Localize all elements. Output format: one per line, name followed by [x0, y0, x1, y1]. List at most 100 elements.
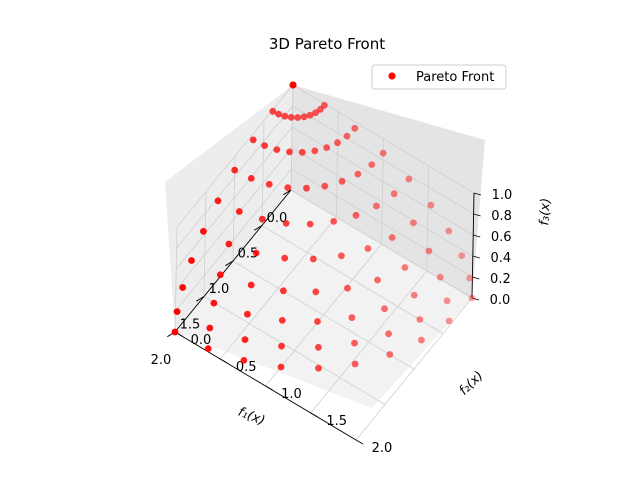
pareto-point	[427, 201, 435, 209]
grid-line-y-floor	[265, 243, 382, 387]
pareto-point	[244, 310, 251, 318]
x-tick-label: 0.0	[267, 211, 288, 226]
pareto-point	[445, 317, 453, 325]
pareto-point	[289, 81, 297, 89]
pareto-point	[277, 363, 285, 371]
x-tick-label: 2.0	[151, 353, 172, 368]
pareto-point	[231, 166, 239, 174]
pareto-point	[247, 281, 255, 289]
pareto-point	[312, 288, 320, 296]
z-axis-label: f₃(x)	[537, 198, 553, 226]
y-tick-label: 1.0	[281, 387, 302, 402]
grid-line-y-floor	[219, 216, 337, 360]
pareto-point	[278, 317, 286, 324]
z-tick-label: 0.0	[490, 293, 511, 308]
pareto-point	[317, 105, 324, 113]
pareto-point	[281, 112, 289, 120]
x-axis-label: f₁(x)	[236, 405, 267, 429]
pareto-point	[206, 324, 214, 332]
pareto-point	[306, 111, 314, 119]
pareto-point	[445, 227, 453, 235]
pareto-point	[410, 219, 417, 227]
pareto-point	[334, 139, 341, 147]
z-tick	[473, 234, 481, 238]
pareto-point	[388, 234, 396, 241]
z-tick	[472, 276, 480, 280]
y-tick	[265, 385, 273, 391]
grid-line-z-left	[176, 105, 293, 249]
pareto-point	[468, 294, 476, 302]
y-tick-label: 1.5	[326, 414, 347, 429]
pareto-point	[252, 249, 260, 257]
pareto-point	[173, 308, 181, 315]
grid-line-y-wall	[426, 165, 430, 272]
pareto-point	[418, 336, 425, 344]
chart-title: 3D Pareto Front	[269, 35, 385, 53]
z-tick	[473, 213, 481, 217]
y-tick	[220, 358, 228, 364]
pareto-point	[312, 109, 319, 117]
pareto-point	[303, 184, 310, 192]
tick-labels: 0.0 0.5 1.0 1.5 2.0 0.0 0.5 1.0 1.5 2.0 0.0 0.2 0.4 0…	[151, 188, 513, 456]
pareto-point	[354, 170, 362, 178]
pareto-point	[294, 114, 302, 121]
x-tick-label: 1.5	[180, 318, 201, 333]
pareto-point	[436, 273, 444, 281]
pareto-point	[284, 184, 292, 192]
pareto-point	[443, 297, 451, 305]
pane-back-left	[165, 85, 293, 332]
pareto-point	[200, 227, 207, 235]
pareto-point	[298, 148, 306, 156]
pareto-point	[241, 336, 249, 343]
pareto-point	[321, 182, 329, 190]
legend: Pareto Front	[371, 64, 507, 90]
x-tick	[196, 296, 205, 302]
z-tick-label: 0.2	[490, 272, 511, 287]
pareto-point	[214, 197, 222, 205]
grid-line-z-back	[291, 126, 474, 236]
y-tick-label: 0.5	[236, 360, 257, 375]
z-tick-label: 1.0	[492, 188, 513, 203]
y-tick-label: 2.0	[372, 441, 393, 456]
pareto-point	[261, 142, 268, 150]
pareto-point	[314, 318, 321, 325]
pareto-point	[351, 360, 359, 368]
grid-line-y-wall	[381, 138, 384, 245]
pareto-point	[273, 146, 281, 154]
pareto-point	[330, 218, 338, 225]
pareto-point	[249, 136, 257, 144]
z-tick	[471, 297, 480, 301]
pareto-point	[323, 144, 331, 152]
grid-line-z-back	[292, 105, 474, 215]
pane-floor	[175, 190, 472, 408]
pareto-point	[210, 299, 218, 307]
pareto-point	[286, 148, 293, 156]
x-tick	[254, 225, 263, 231]
pareto-point	[410, 291, 418, 299]
grid-line-y-wall	[290, 84, 294, 191]
pareto-point	[401, 264, 409, 271]
pareto-point	[344, 284, 351, 292]
pareto-point	[405, 175, 413, 183]
grid-line-y-wall	[335, 111, 339, 218]
pareto-point	[385, 330, 392, 338]
pareto-point	[287, 113, 295, 121]
z-tick-label: 0.4	[490, 251, 511, 266]
x-tick-label: 0.5	[238, 247, 259, 262]
pareto-point	[374, 276, 381, 284]
pareto-point	[348, 314, 356, 321]
pareto-point	[225, 240, 233, 248]
grid-line-y-floor	[310, 270, 428, 414]
grid-line-x-wall	[261, 120, 265, 226]
pareto-point	[416, 316, 424, 323]
pareto-point	[282, 219, 290, 227]
pareto-points	[171, 81, 476, 372]
pareto-point	[458, 252, 466, 259]
pareto-point	[315, 364, 322, 372]
pareto-point	[351, 124, 359, 132]
legend-frame	[371, 64, 507, 90]
legend-entry-pareto-front: Pareto Front	[416, 70, 494, 85]
z-axis-line	[471, 192, 475, 299]
pane-back-right	[291, 85, 485, 298]
